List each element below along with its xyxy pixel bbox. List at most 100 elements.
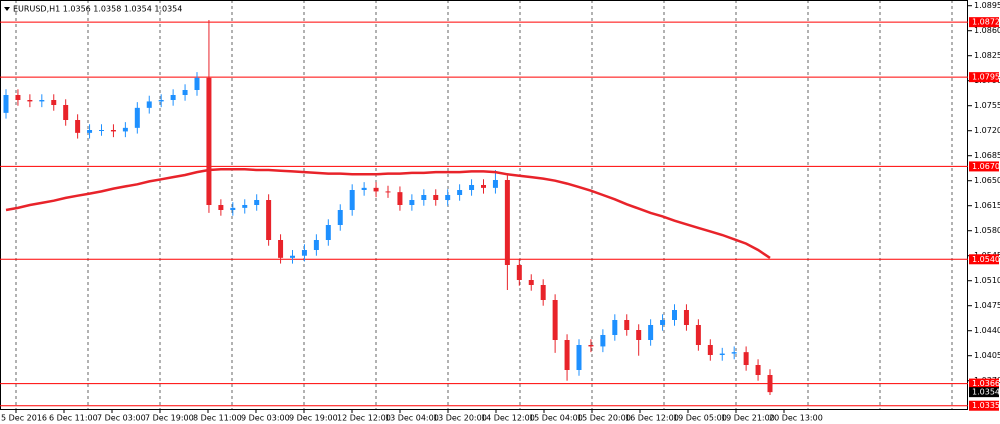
candle-body [683,310,689,325]
candle-body [743,352,749,365]
level-label: 1.0366 [972,379,1000,388]
candle-body [648,325,654,340]
candle-body [3,95,9,113]
y-tick-label: 1.0510 [974,276,1000,285]
candle-body [528,280,534,285]
y-tick-label: 1.0755 [974,101,1000,110]
candle-body [206,77,212,205]
x-tick-label: 9 Dec 19:00 [289,414,338,423]
candle-body [767,375,773,393]
candle-body [469,185,475,190]
candle-body [146,101,152,108]
candle-body [63,105,69,120]
x-tick-label: 14 Dec 12:00 [481,414,535,423]
candle-body [182,90,188,95]
level-tag [969,254,999,265]
candle-body [230,207,236,210]
y-tick-label: 1.0685 [974,151,1000,160]
candle-body [349,190,355,210]
candle-body [39,100,45,102]
candle-body [15,95,21,100]
candle-body [433,195,439,200]
candle-body [337,210,343,225]
y-tick-label: 1.0895 [974,1,1000,10]
candle-body [660,320,666,325]
candle-body [75,120,81,133]
level-label: 1.0872 [972,18,1000,27]
candle-body [385,191,391,193]
level-tag [969,17,999,28]
candle-body [278,240,284,258]
candle-body [373,187,379,192]
menu-arrow [4,7,10,11]
candle-body [301,250,307,256]
candle-body [600,335,606,347]
candle-body [492,180,498,188]
candle-body [695,325,701,345]
candle-body [170,95,176,100]
y-tick-label: 1.0580 [974,226,1000,235]
y-tick-label: 1.0720 [974,126,1000,135]
candle-body [636,330,642,340]
y-tick-label: 1.0860 [974,26,1000,35]
candle-body [158,100,164,102]
level-label: 1.0335 [972,401,1000,410]
candle-body [481,185,486,188]
candle-body [266,200,272,240]
y-tick-label: 1.0825 [974,51,1000,60]
x-tick-label: 7 Dec 03:00 [97,414,146,423]
candle-body [254,200,260,205]
x-tick-label: 8 Dec 11:00 [193,414,242,423]
candle-body [612,320,618,335]
candle-body [409,200,415,205]
x-tick-label: 5 Dec 2016 [1,414,47,423]
plot-frame [0,0,968,410]
y-tick-label: 1.0615 [974,201,1000,210]
candle-body [290,255,295,258]
candle-body [731,352,737,354]
chart-title: EURUSD,H1 1.0356 1.0358 1.0354 1.0354 [13,5,182,14]
y-tick-label: 1.0405 [974,351,1000,360]
level-tag [969,72,999,83]
x-tick-label: 15 Dec 20:00 [577,414,631,423]
candle-body [624,320,630,330]
level-label: 1.0795 [972,73,1000,82]
y-tick-label: 1.0440 [974,326,1000,335]
y-tick-label: 1.0475 [974,301,1000,310]
candle-body [242,205,248,208]
candle-body [755,365,761,375]
x-tick-label: 20 Dec 13:00 [769,414,823,423]
candle-body [122,127,128,132]
level-tag [969,161,999,172]
candle-body [445,195,451,200]
level-tag [969,400,999,411]
candle-body [707,345,713,355]
candle-body [540,285,546,300]
x-tick-label: 13 Dec 20:00 [433,414,487,423]
candle-body [27,100,33,102]
x-tick-label: 15 Dec 04:00 [529,414,583,423]
x-tick-label: 9 Dec 03:00 [241,414,290,423]
candle-body [87,130,93,133]
candle-body [397,192,403,205]
candle-body [51,100,57,105]
current-price-tag [969,387,999,398]
x-tick-label: 12 Dec 12:00 [337,414,391,423]
candle-body [194,77,200,90]
candle-body [552,300,558,340]
candle-body [576,345,582,370]
candle-body [110,130,116,132]
level-tag [969,378,999,389]
candle-body [588,345,594,347]
y-tick-label: 1.0650 [974,176,1000,185]
candle-body [516,265,522,280]
candle-body [564,340,570,370]
candle-body [672,310,677,320]
x-tick-label: 19 Dec 21:00 [721,414,775,423]
x-tick-label: 13 Dec 04:00 [385,414,439,423]
x-tick-label: 19 Dec 05:00 [673,414,727,423]
x-tick-label: 16 Dec 12:00 [625,414,679,423]
candle-body [457,190,463,195]
x-tick-label: 7 Dec 19:00 [145,414,194,423]
